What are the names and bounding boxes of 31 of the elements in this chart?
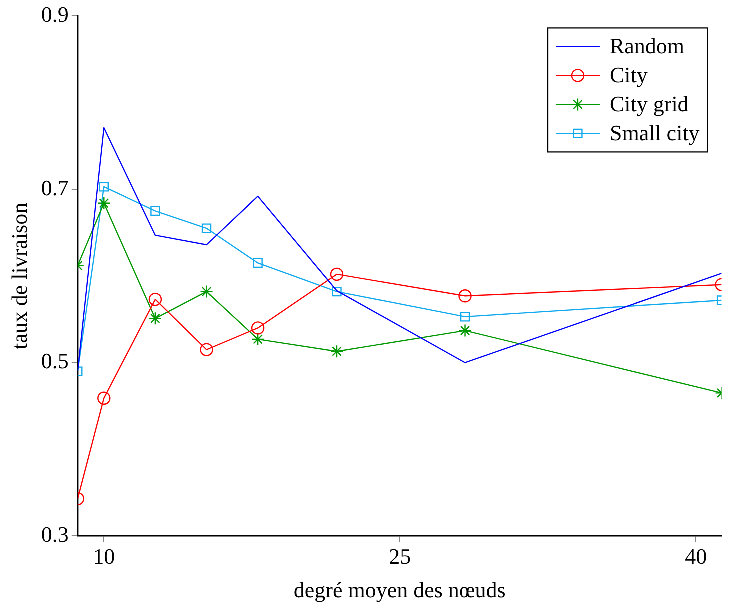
point bbox=[460, 312, 470, 322]
point bbox=[150, 206, 160, 216]
x-tick-label: 25 bbox=[389, 544, 412, 570]
y-tick-label: 0.3 bbox=[41, 522, 69, 547]
point bbox=[251, 322, 265, 335]
point bbox=[202, 224, 212, 234]
point bbox=[458, 290, 472, 303]
y-tick-label: 0.5 bbox=[41, 348, 69, 374]
point bbox=[99, 182, 109, 192]
point bbox=[200, 285, 214, 298]
legend-label: Small city bbox=[610, 120, 700, 146]
point bbox=[251, 332, 265, 346]
point bbox=[148, 293, 162, 306]
point bbox=[148, 312, 162, 326]
y-axis-title: taux de livraison bbox=[6, 202, 32, 350]
legend-label: City bbox=[610, 62, 648, 88]
legend-label: City grid bbox=[610, 91, 689, 116]
point bbox=[98, 196, 111, 210]
point bbox=[330, 268, 344, 282]
point bbox=[253, 258, 263, 268]
point bbox=[332, 286, 342, 297]
y-tick-label: 0.7 bbox=[41, 175, 69, 200]
x-tick-label: 10 bbox=[93, 544, 116, 570]
point bbox=[98, 392, 111, 405]
x-axis-title: degré moyen des nœuds bbox=[294, 578, 506, 603]
point bbox=[200, 343, 214, 356]
x-tick-label: 40 bbox=[685, 544, 708, 570]
y-tick-label: 0.9 bbox=[41, 2, 69, 27]
legend-label: Random bbox=[610, 33, 685, 58]
point bbox=[330, 345, 344, 358]
point bbox=[458, 324, 472, 338]
